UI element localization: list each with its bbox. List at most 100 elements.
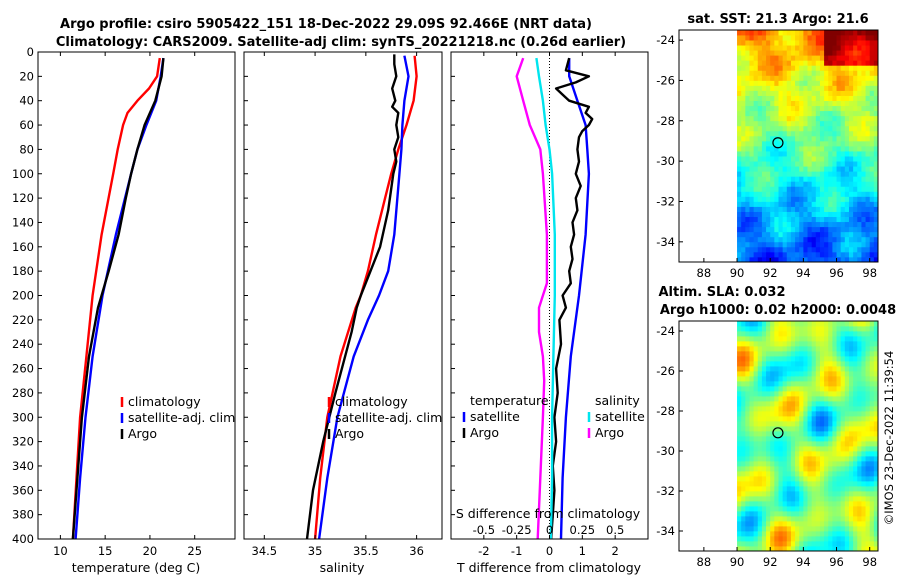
sla-cell — [840, 461, 846, 467]
sla-cell — [811, 346, 817, 352]
sst-cell — [770, 130, 775, 137]
sla-cell — [828, 531, 833, 537]
sla-cell — [745, 546, 750, 552]
sla-cell — [857, 516, 862, 522]
sst-cell — [861, 85, 866, 91]
sla-cell — [828, 351, 833, 357]
sst-cell — [861, 40, 866, 46]
sla-cell — [848, 486, 854, 492]
sla-cell — [778, 511, 784, 517]
sla-cell — [869, 341, 875, 347]
sla-cell — [857, 471, 862, 477]
sst-cell — [869, 105, 875, 112]
sla-cell — [828, 491, 833, 497]
sst-cell — [795, 55, 800, 61]
sla-cell — [815, 406, 821, 412]
sla-cell — [741, 421, 746, 427]
sst-cell — [790, 211, 796, 218]
sst-cell — [753, 30, 759, 36]
sla-cell — [749, 326, 755, 332]
sla-cell — [836, 441, 842, 447]
sla-cell — [790, 361, 796, 367]
sst-cell — [774, 30, 779, 36]
sla-cell — [757, 451, 763, 457]
sla-cell — [786, 481, 792, 487]
sla-cell — [786, 461, 792, 467]
sla-cell — [865, 466, 871, 472]
sla-cell — [815, 481, 821, 487]
sla-cell — [836, 396, 842, 402]
sst-cell — [795, 196, 800, 202]
series-satellite-adj-clim — [317, 55, 410, 539]
sla-cell — [828, 506, 833, 512]
sla-cell — [853, 516, 858, 522]
sst-cell — [753, 211, 759, 218]
sst-cell — [836, 105, 842, 112]
sla-cell — [790, 546, 796, 552]
sst-cell — [790, 85, 796, 91]
sst-cell — [749, 161, 755, 167]
sla-cell — [786, 496, 792, 502]
sla-cell — [770, 426, 775, 432]
sla-cell — [857, 321, 862, 327]
sst-cell — [786, 115, 792, 122]
sla-cell — [819, 371, 825, 377]
sst-cell — [782, 135, 788, 142]
sst-cell — [807, 60, 813, 66]
sla-cell — [869, 411, 875, 417]
sst-cell — [799, 130, 804, 137]
sla-cell — [807, 471, 813, 477]
sst-cell — [869, 146, 875, 152]
sst-cell — [753, 236, 759, 243]
sst-cell — [832, 221, 837, 228]
sst-cell — [745, 130, 750, 137]
sst-cell — [853, 95, 858, 102]
sla-cell — [778, 446, 784, 452]
sla-cell — [745, 351, 750, 357]
sla-cell — [848, 481, 854, 487]
sst-cell — [774, 256, 779, 263]
sla-cell — [869, 331, 875, 337]
sla-cell — [761, 431, 767, 437]
sla-cell — [753, 426, 759, 432]
sst-cell — [824, 211, 829, 218]
sst-cell — [778, 40, 784, 46]
sst-cell — [848, 221, 854, 228]
sla-cell — [824, 321, 829, 327]
sla-cell — [836, 426, 842, 432]
sla-cell — [790, 501, 796, 507]
sla-cell — [749, 351, 755, 357]
sst-cell — [786, 65, 792, 71]
sst-cell — [824, 156, 829, 162]
sst-cell — [853, 85, 858, 91]
sla-cell — [782, 391, 788, 397]
sla-cell — [795, 531, 800, 537]
sst-cell — [795, 65, 800, 71]
sla-cell — [811, 461, 817, 467]
lat-tick-label: -32 — [656, 484, 675, 498]
sst-cell — [745, 241, 750, 248]
sst-cell — [857, 30, 862, 36]
sst-cell — [770, 171, 775, 177]
sla-cell — [790, 431, 796, 437]
sla-cell — [869, 336, 875, 342]
sla-cell — [853, 471, 858, 477]
sla-cell — [799, 336, 804, 342]
sst-cell — [778, 35, 784, 41]
sst-cell — [844, 115, 850, 122]
sst-cell — [832, 196, 837, 202]
sla-cell — [774, 361, 779, 367]
sla-cell — [786, 536, 792, 542]
sst-cell — [832, 60, 837, 66]
sst-cell — [848, 151, 854, 157]
sst-cell — [753, 90, 759, 96]
sla-cell — [873, 506, 879, 512]
sst-cell — [811, 201, 817, 207]
temperature-axes-frame — [37, 51, 236, 540]
sst-cell — [778, 156, 784, 162]
sst-cell — [840, 186, 846, 192]
sla-cell — [799, 446, 804, 452]
sla-cell — [790, 381, 796, 387]
sla-cell — [782, 331, 788, 337]
sla-cell — [815, 416, 821, 422]
